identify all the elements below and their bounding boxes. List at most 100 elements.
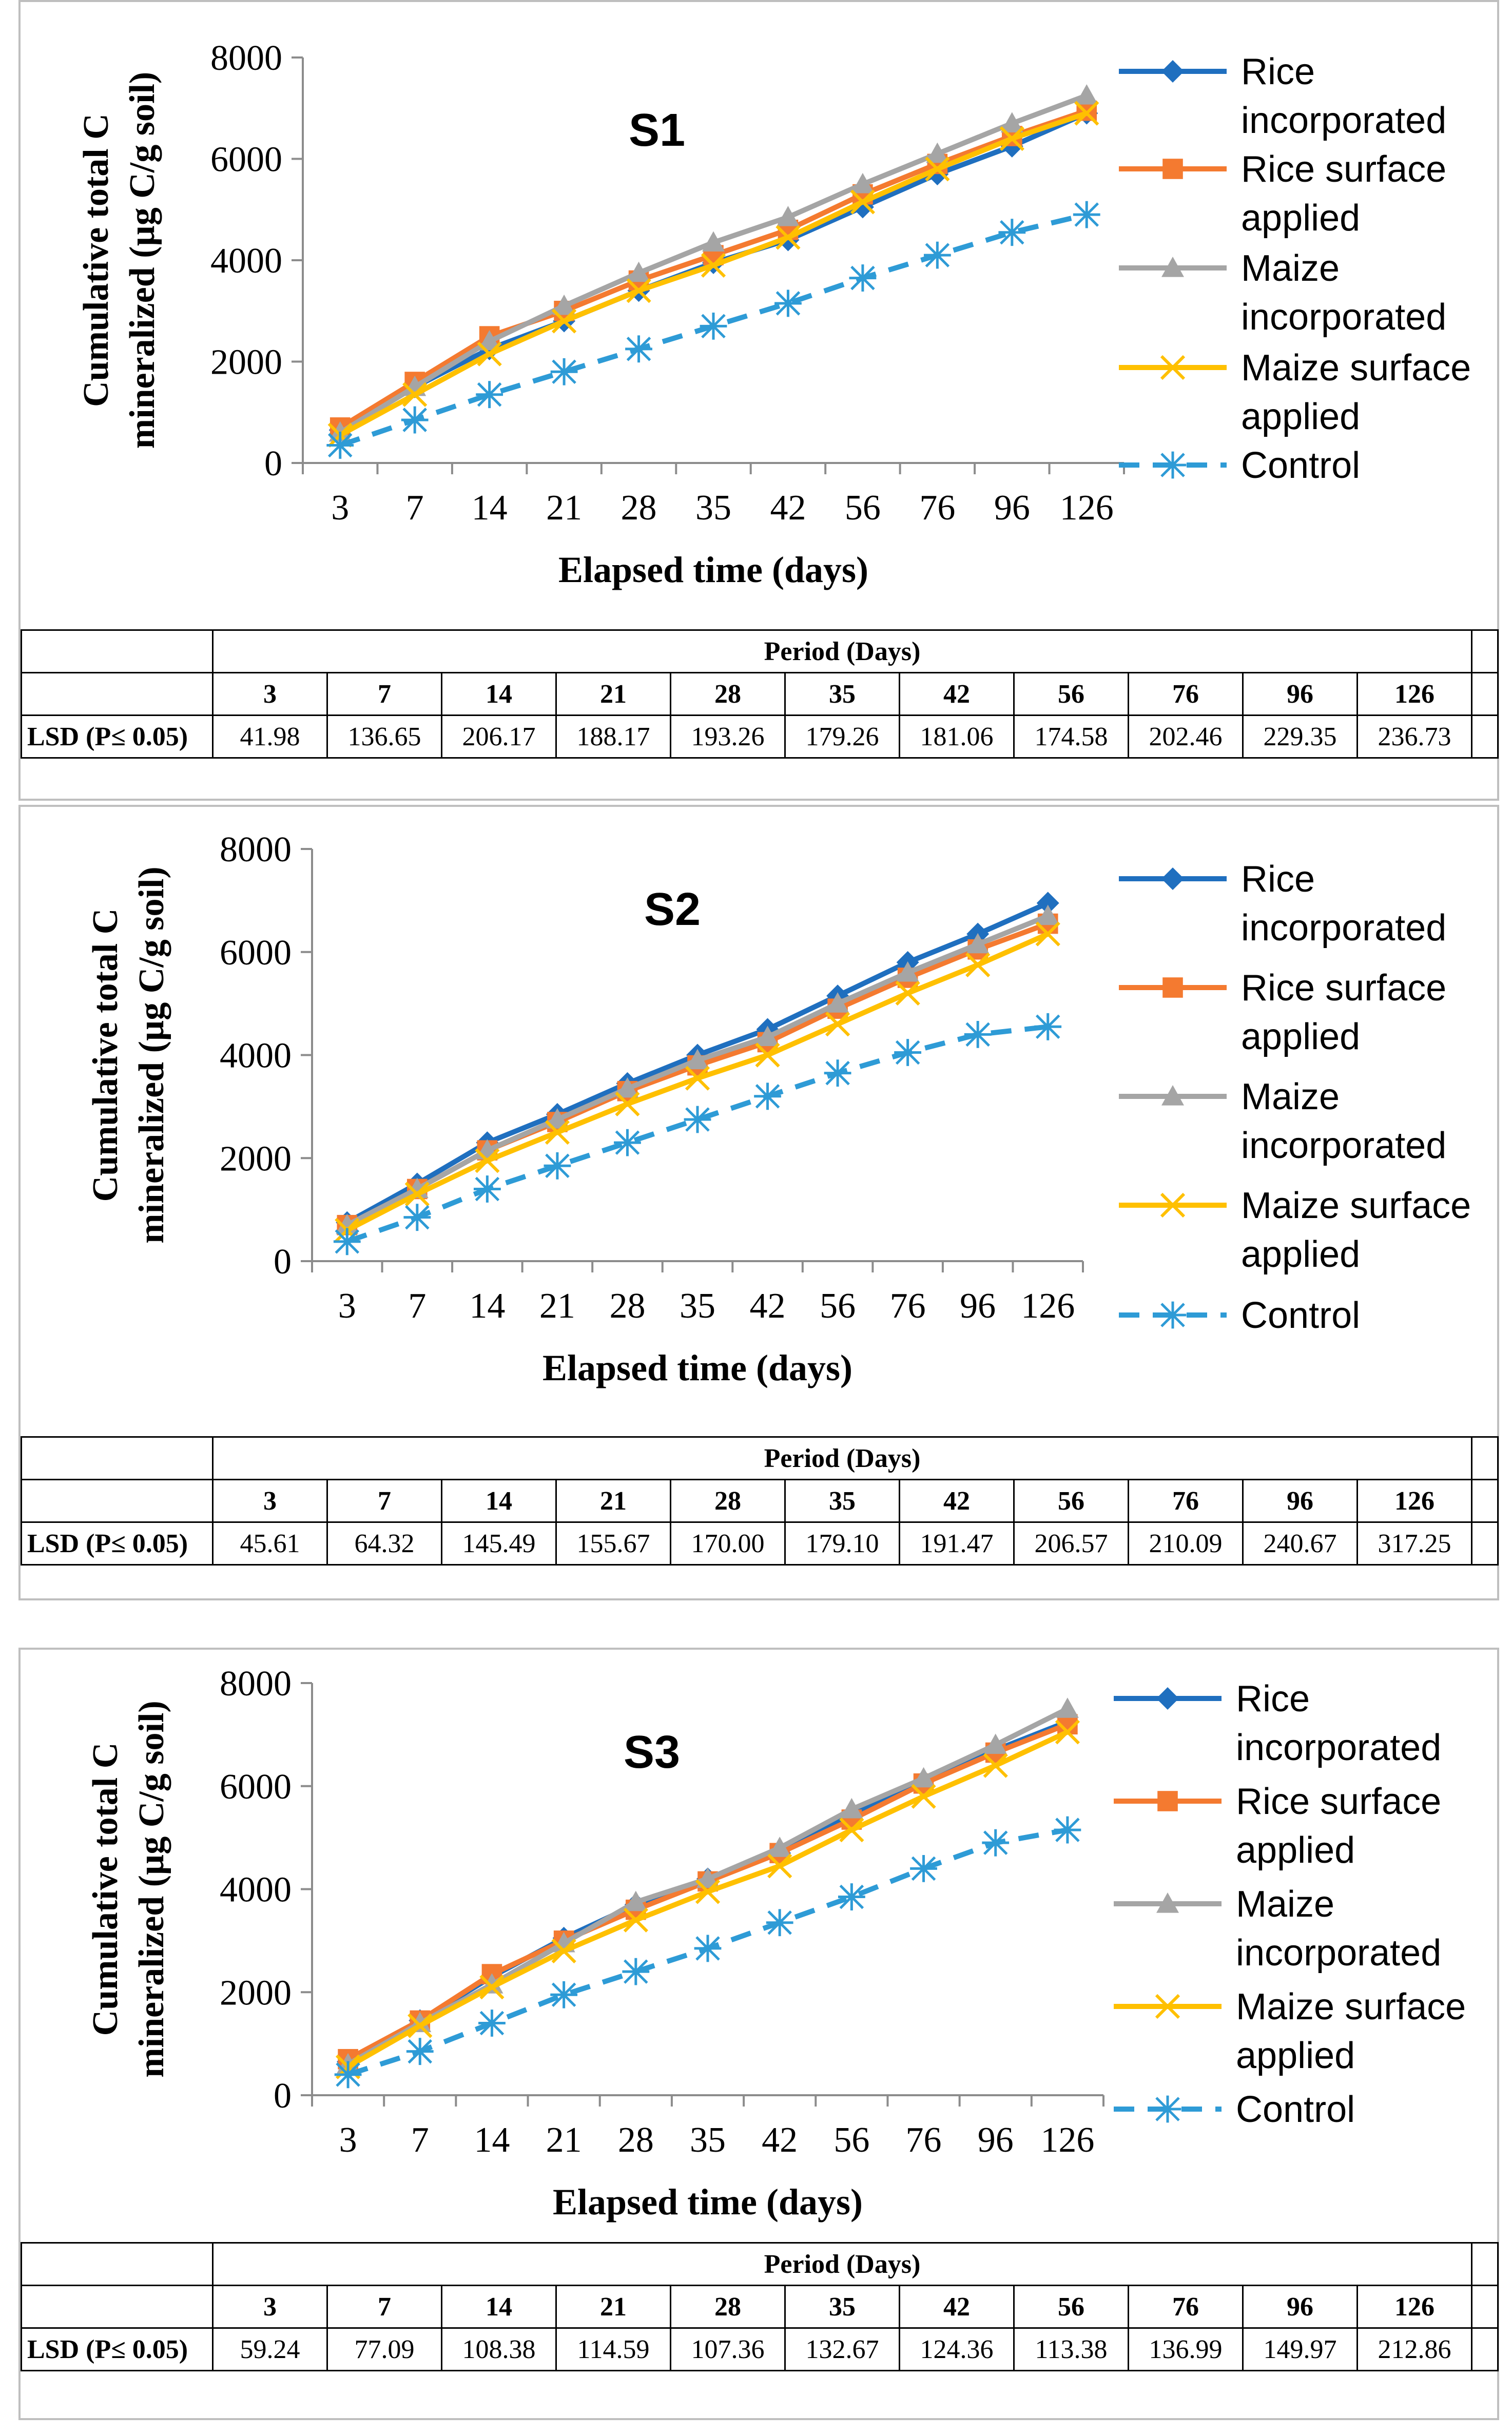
series-maize-surface-applied <box>335 921 1060 1243</box>
x-tick-label: 35 <box>695 488 731 528</box>
data-point <box>1036 892 1059 915</box>
data-point <box>624 1890 647 1911</box>
data-point <box>998 219 1026 246</box>
data-point <box>477 341 502 366</box>
data-point <box>627 261 650 282</box>
data-point <box>475 1148 500 1173</box>
table-spacer <box>1471 714 1499 759</box>
lsd-value: 206.17 <box>441 714 557 759</box>
period-column-header: 76 <box>1128 1479 1244 1523</box>
lsd-value: 179.26 <box>784 714 900 759</box>
period-header: Period (Days) <box>211 629 1473 673</box>
data-point <box>616 1077 639 1098</box>
x-tick-label: 96 <box>960 1286 996 1326</box>
legend-item: Maize surface applied <box>1119 1185 1471 1275</box>
legend-label: incorporated <box>1236 1933 1441 1974</box>
legend-marker <box>1155 1994 1180 2019</box>
legend-item: Maize incorporated <box>1114 1884 1441 1974</box>
y-tick-label: 6000 <box>220 1767 292 1807</box>
data-point <box>982 1829 1010 1857</box>
legend-label: incorporated <box>1241 297 1446 338</box>
legend-label: applied <box>1241 396 1360 437</box>
legend-item: Rice surface applied <box>1119 149 1446 239</box>
data-point <box>774 289 802 317</box>
lsd-value: 77.09 <box>326 2327 442 2371</box>
table-corner <box>21 629 214 673</box>
data-point <box>966 933 990 954</box>
legend-item: Rice incorporated <box>1119 51 1446 141</box>
legend-marker <box>1159 451 1187 479</box>
series-line <box>346 1729 1069 2070</box>
table-spacer <box>1471 2242 1499 2286</box>
period-column-header: 76 <box>1128 672 1244 716</box>
data-point <box>766 1909 793 1937</box>
legend-label: applied <box>1236 1830 1355 1871</box>
data-point <box>776 225 801 250</box>
period-column-header: 21 <box>555 2285 671 2329</box>
x-tick-label: 3 <box>339 2120 357 2160</box>
legend-label: Control <box>1241 445 1360 486</box>
data-point <box>926 142 949 163</box>
period-column-header: 126 <box>1356 672 1473 716</box>
lsd-row-label: LSD (P≤ 0.05) <box>21 1521 214 1566</box>
legend-label: incorporated <box>1241 1125 1446 1166</box>
x-tick-label: 7 <box>408 1286 426 1326</box>
data-point <box>1034 1013 1062 1040</box>
legend-marker <box>1161 60 1184 83</box>
data-point <box>406 2038 434 2065</box>
legend-label: applied <box>1241 1234 1360 1275</box>
data-point <box>777 206 800 226</box>
legend-item: Rice surface applied <box>1119 968 1446 1057</box>
x-tick-label: 35 <box>680 1286 715 1326</box>
legend-item: Rice incorporated <box>1119 859 1446 949</box>
period-column-header: 96 <box>1242 1479 1358 1523</box>
legend-marker <box>1161 257 1184 277</box>
data-point <box>983 1753 1008 1778</box>
y-axis-title-line: mineralized (µg C/g soil) <box>123 72 162 449</box>
data-point <box>1000 112 1023 132</box>
lsd-value: 191.47 <box>899 1521 1015 1566</box>
data-point <box>550 1981 578 2008</box>
lsd-value: 317.25 <box>1356 1521 1473 1566</box>
lsd-value: 149.97 <box>1242 2327 1358 2371</box>
lsd-row-label: LSD (P≤ 0.05) <box>21 2327 214 2371</box>
legend-marker <box>1160 1192 1186 1218</box>
data-point <box>615 1091 640 1116</box>
series-control <box>334 1816 1081 2089</box>
table-spacer <box>1471 1436 1499 1480</box>
data-point <box>473 1175 501 1203</box>
x-tick-label: 56 <box>820 1286 856 1326</box>
legend-marker <box>1157 1791 1178 1811</box>
y-tick-label: 4000 <box>220 1036 292 1076</box>
lsd-value: 107.36 <box>670 2327 786 2371</box>
data-point <box>623 1907 648 1933</box>
data-point <box>825 1012 850 1037</box>
data-point <box>895 980 920 1006</box>
x-tick-label: 42 <box>770 488 806 528</box>
x-tick-label: 3 <box>331 488 349 528</box>
chart-title: S2 <box>644 884 701 935</box>
x-tick-label: 3 <box>338 1286 356 1326</box>
lsd-value: 170.00 <box>670 1521 786 1566</box>
data-point <box>851 172 874 194</box>
data-point <box>849 264 877 292</box>
period-column-header: 14 <box>441 672 557 716</box>
data-point <box>402 382 428 407</box>
legend-marker <box>1161 1085 1184 1106</box>
x-tick-label: 7 <box>411 2120 429 2160</box>
legend-marker <box>1156 1687 1179 1710</box>
x-tick-label: 14 <box>472 488 508 528</box>
period-column-header: 96 <box>1242 2285 1358 2329</box>
x-tick-label: 28 <box>609 1286 645 1326</box>
legend-label: Control <box>1236 2089 1355 2130</box>
table-spacer <box>1471 629 1499 673</box>
data-point <box>696 1867 719 1888</box>
period-column-header: 96 <box>1242 672 1358 716</box>
period-column-header: 7 <box>326 672 442 716</box>
y-axis-title-line: Cumulative total C <box>76 113 116 407</box>
legend-label: Rice surface <box>1236 1781 1441 1822</box>
y-tick-label: 2000 <box>220 1139 292 1179</box>
lsd-value: 206.57 <box>1013 1521 1129 1566</box>
table-corner <box>21 2285 214 2329</box>
